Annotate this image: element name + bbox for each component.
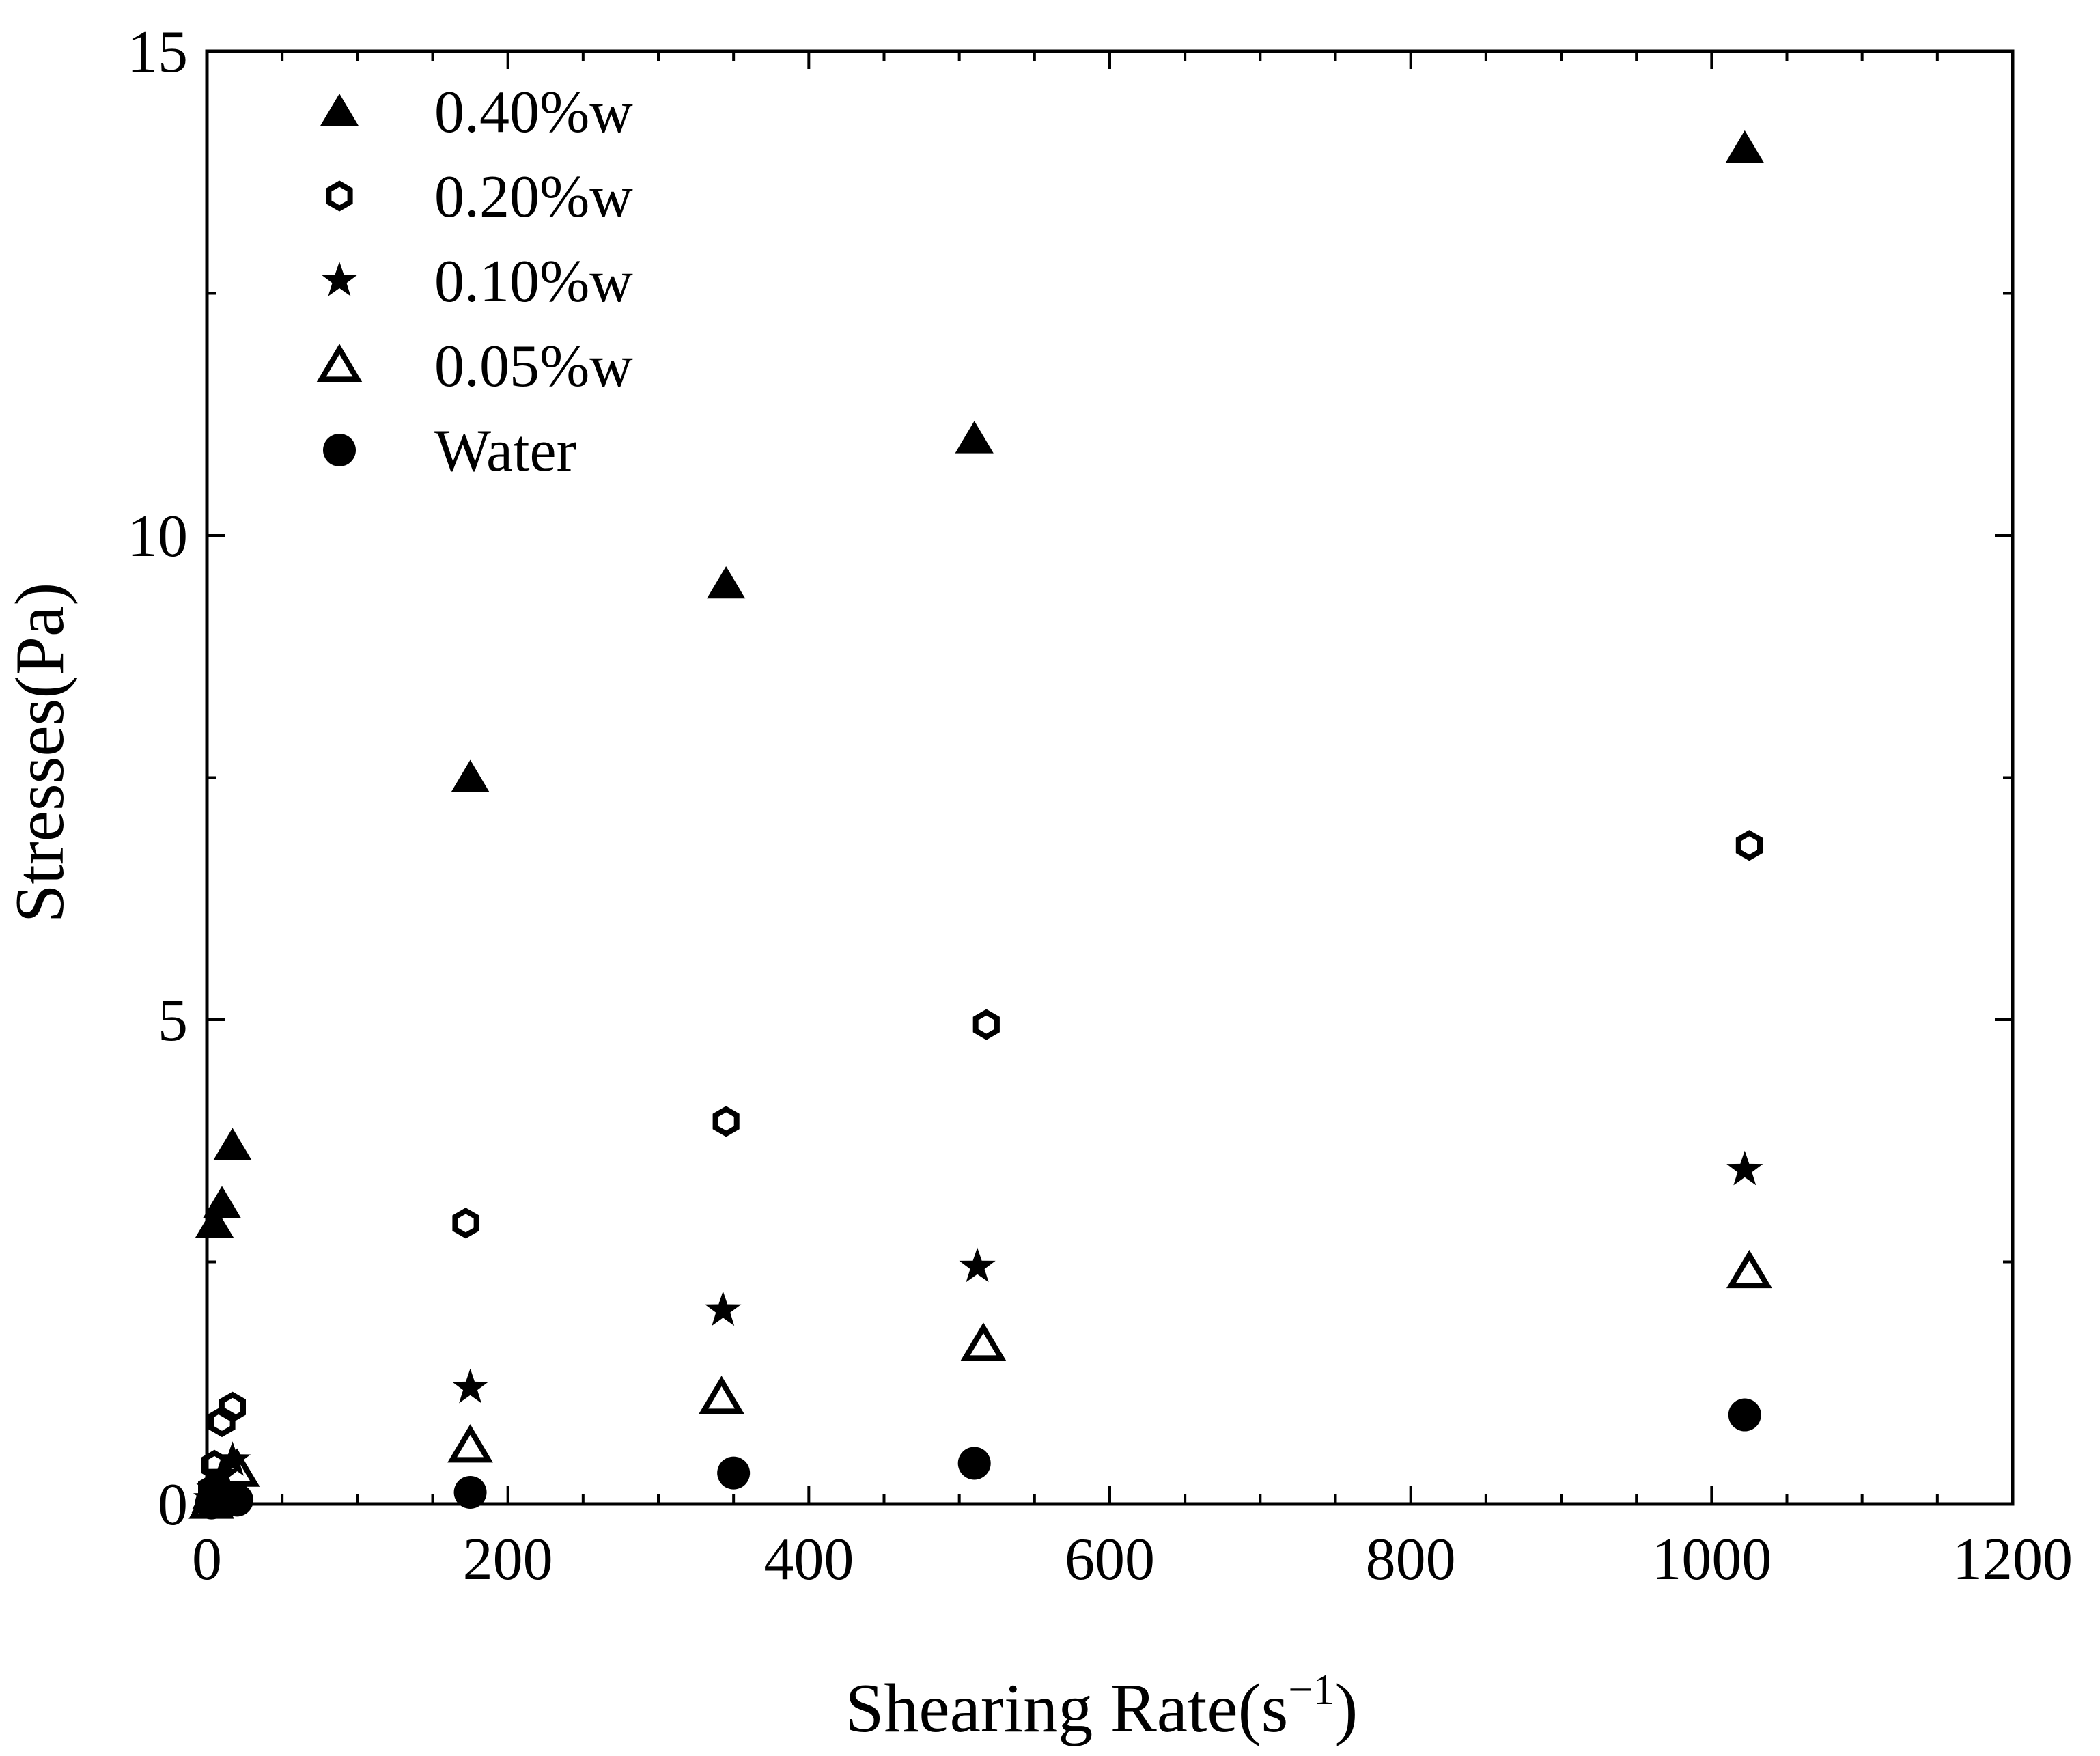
y-tick-label: 15 [128,19,188,85]
data-point [208,1406,236,1438]
data-point [452,1208,479,1239]
data-point [451,759,490,792]
tick-labels: 0 200 400 600 800 1000 1200 0 5 10 15 [128,19,2073,1593]
legend-marker [321,262,358,296]
x-tick-label: 200 [463,1527,553,1593]
series-0-20-w [198,830,1763,1505]
legend-item: 0.10%w [321,249,633,315]
data-points [188,130,1772,1520]
legend-label: 0.10%w [434,249,633,315]
series-0-40-w [192,130,1764,1509]
data-point [219,1391,246,1423]
data-point [195,1205,234,1238]
data-point [706,566,746,599]
y-tick-label: 5 [158,988,188,1054]
data-point [447,1424,494,1463]
y-tick-label: 0 [158,1472,188,1538]
x-tick-label: 800 [1366,1527,1456,1593]
data-point [452,1368,489,1404]
legend-item: Water [323,418,576,484]
x-tick-label: 0 [192,1527,222,1593]
legend-marker [326,180,353,212]
legend-marker [316,344,363,382]
data-point [1726,1249,1772,1289]
data-point [955,421,994,454]
data-point [960,1322,1007,1361]
data-point [712,1106,740,1137]
data-point [957,1447,991,1480]
x-tick-label: 1200 [1952,1527,2073,1593]
data-point [1728,1398,1761,1432]
data-point [1726,1150,1763,1186]
data-point [1725,130,1764,163]
y-tick-label: 10 [128,503,188,570]
legend-item: 0.40%w [320,79,633,145]
data-point [213,1128,252,1160]
data-point [699,1376,744,1414]
data-point [221,1483,254,1517]
axes [205,49,2015,1506]
data-point [453,1475,487,1509]
legend-marker [323,434,356,466]
data-point [959,1247,996,1283]
y-axis-title: Stresses(Pa) [1,583,79,923]
legend-marker [320,94,359,126]
x-axis-title-close: ) [1334,1670,1358,1747]
legend: 0.40%w 0.20%w 0.10%w 0.05%w Water [316,79,633,484]
data-point [972,1009,1000,1040]
legend-item: 0.20%w [326,164,633,230]
x-axis-title: Shearing Rate(s−1) [845,1665,1358,1747]
data-point [1735,830,1763,861]
legend-label: 0.40%w [434,79,633,145]
data-point [705,1291,742,1326]
data-point [717,1456,751,1490]
x-tick-label: 1000 [1651,1527,1772,1593]
x-tick-label: 600 [1065,1527,1155,1593]
x-axis-title-superscript: −1 [1288,1665,1334,1714]
legend-item: 0.05%w [316,333,633,400]
x-axis-title-main: Shearing Rate(s [845,1670,1289,1747]
series-water [195,1398,1761,1520]
x-tick-label: 400 [764,1527,854,1593]
data-point [202,1186,242,1218]
legend-label: 0.20%w [434,164,633,230]
legend-label: Water [434,418,576,484]
legend-label: 0.05%w [434,333,633,400]
